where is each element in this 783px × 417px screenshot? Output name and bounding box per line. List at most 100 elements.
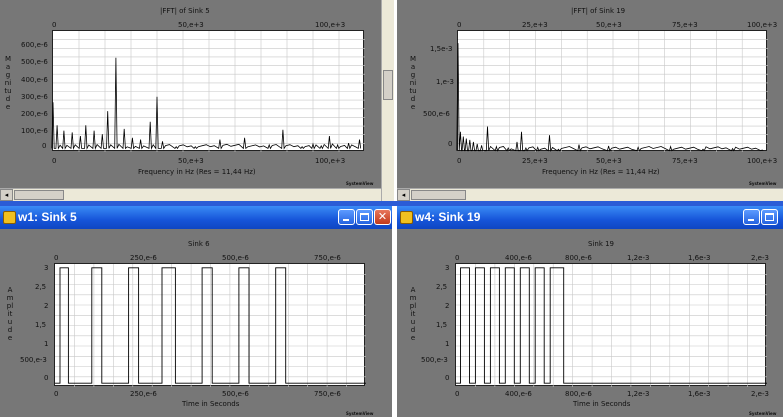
y-tick: 3 xyxy=(445,264,450,272)
y-tick: 500,e-6 xyxy=(423,110,450,118)
top-tick: 1,2e-3 xyxy=(627,254,650,262)
window-app-icon[interactable] xyxy=(3,211,16,224)
fft-sink19-svg xyxy=(456,31,768,153)
y-axis-label: Amplitude xyxy=(409,286,417,342)
y-tick: 2,5 xyxy=(35,283,47,291)
systemview-brand: SystemView xyxy=(749,411,777,416)
x-axis-label: Frequency in Hz (Res = 11,44 Hz) xyxy=(542,168,660,176)
top-tick: 100,e+3 xyxy=(747,21,778,29)
y-tick: 500,e-6 xyxy=(21,58,48,66)
bottom-tick: 25,e+3 xyxy=(522,157,548,165)
y-tick: 100,e-6 xyxy=(21,127,48,135)
window-titlebar[interactable]: w1: Sink 5 ✕ xyxy=(0,206,392,229)
fft-sink5-window: |FFT| of Sink 5 0 50,e+3 100,e+3 Magnitu… xyxy=(0,0,381,201)
scroll-thumb[interactable] xyxy=(383,70,393,100)
horizontal-scrollbar[interactable]: ◂ xyxy=(0,188,381,201)
fft-sink5-svg xyxy=(51,31,365,152)
fft-sink19-plot[interactable] xyxy=(456,30,768,153)
scroll-left-icon[interactable]: ◂ xyxy=(397,189,410,201)
scroll-left-icon[interactable]: ◂ xyxy=(0,189,13,201)
minimize-button[interactable] xyxy=(338,209,355,225)
sink19-svg xyxy=(456,264,767,387)
top-tick: 400,e-6 xyxy=(505,254,532,262)
fft-sink19-window: |FFT| of Sink 19 0 25,e+3 50,e+3 75,e+3 … xyxy=(397,0,783,201)
y-axis-label: Amplitude xyxy=(6,286,14,342)
chart-title: Sink 6 xyxy=(188,240,210,248)
top-tick: 50,e+3 xyxy=(596,21,622,29)
bottom-tick: 1,2e-3 xyxy=(627,390,650,398)
signal-line xyxy=(456,267,767,384)
y-tick: 0 xyxy=(42,142,47,150)
scroll-thumb[interactable] xyxy=(411,190,466,200)
top-tick: 2,e-3 xyxy=(751,254,769,262)
y-tick: 1,5e-3 xyxy=(430,45,453,53)
y-tick: 2 xyxy=(445,302,450,310)
top-tick: 500,e-6 xyxy=(222,254,249,262)
vertical-scrollbar[interactable] xyxy=(381,0,394,201)
bottom-tick: 75,e+3 xyxy=(672,157,698,165)
x-axis-label: Time in Seconds xyxy=(182,400,240,408)
y-tick: 1 xyxy=(44,340,49,348)
maximize-button[interactable] xyxy=(356,209,373,225)
y-tick: 0 xyxy=(445,374,450,382)
bottom-tick: 250,e-6 xyxy=(130,390,157,398)
horizontal-scrollbar[interactable]: ◂ xyxy=(397,188,783,201)
y-tick: 1 xyxy=(445,340,450,348)
top-tick: 50,e+3 xyxy=(178,21,204,29)
top-tick: 75,e+3 xyxy=(672,21,698,29)
chart-title: |FFT| of Sink 19 xyxy=(571,7,626,15)
top-tick: 100,e+3 xyxy=(315,21,346,29)
bottom-tick: 2,e-3 xyxy=(751,390,769,398)
fft-sink5-plot[interactable] xyxy=(51,30,365,152)
sink19-plot[interactable] xyxy=(455,263,767,387)
y-tick: 300,e-6 xyxy=(21,93,48,101)
bottom-tick: 750,e-6 xyxy=(314,390,341,398)
y-tick: 1,e-3 xyxy=(436,78,454,86)
top-tick: 0 xyxy=(54,254,59,262)
x-axis-label: Frequency in Hz (Res = 11,44 Hz) xyxy=(138,168,256,176)
top-tick: 0 xyxy=(52,21,57,29)
minimize-button[interactable] xyxy=(743,209,760,225)
top-tick: 0 xyxy=(455,254,460,262)
top-tick: 25,e+3 xyxy=(522,21,548,29)
y-tick: 1,5 xyxy=(35,321,47,329)
window-app-icon[interactable] xyxy=(400,211,413,224)
window-titlebar[interactable]: w4: Sink 19 xyxy=(397,206,783,229)
top-tick: 250,e-6 xyxy=(130,254,157,262)
bottom-tick: 400,e-6 xyxy=(505,390,532,398)
top-tick: 0 xyxy=(457,21,462,29)
y-tick: 400,e-6 xyxy=(21,76,48,84)
sink5-svg xyxy=(55,264,366,387)
bottom-tick: 100,e+3 xyxy=(315,157,346,165)
y-tick: 500,e-3 xyxy=(421,356,448,364)
sink19-window: w4: Sink 19 Sink 19 0 400,e-6 800,e-6 1,… xyxy=(397,206,783,417)
y-axis-label: Magnitude xyxy=(4,55,12,111)
chart-title: Sink 19 xyxy=(588,240,615,248)
scroll-thumb[interactable] xyxy=(14,190,64,200)
bottom-tick: 0 xyxy=(455,390,460,398)
y-tick: 0 xyxy=(448,140,453,148)
bottom-tick: 0 xyxy=(52,157,57,165)
sink5-window: w1: Sink 5 ✕ Sink 6 0 250,e-6 500,e-6 75… xyxy=(0,206,392,417)
sink5-plot[interactable] xyxy=(54,263,366,387)
bottom-tick: 0 xyxy=(457,157,462,165)
maximize-button[interactable] xyxy=(761,209,778,225)
y-tick: 2 xyxy=(44,302,49,310)
y-tick: 3 xyxy=(44,264,49,272)
spectrum-line xyxy=(456,43,764,153)
y-tick: 200,e-6 xyxy=(21,110,48,118)
bottom-tick: 800,e-6 xyxy=(565,390,592,398)
y-axis-label: Magnitude xyxy=(409,55,417,111)
window-divider xyxy=(0,201,783,206)
y-tick: 2,5 xyxy=(436,283,448,291)
spectrum-line xyxy=(51,57,362,150)
systemview-brand: SystemView xyxy=(749,181,777,186)
window-title: w4: Sink 19 xyxy=(415,210,481,224)
window-title: w1: Sink 5 xyxy=(18,210,77,224)
top-tick: 1,6e-3 xyxy=(688,254,711,262)
chart-title: |FFT| of Sink 5 xyxy=(160,7,210,15)
x-axis-label: Time in Seconds xyxy=(573,400,631,408)
y-tick: 0 xyxy=(44,374,49,382)
close-button[interactable]: ✕ xyxy=(374,209,391,225)
y-tick: 500,e-3 xyxy=(20,356,47,364)
